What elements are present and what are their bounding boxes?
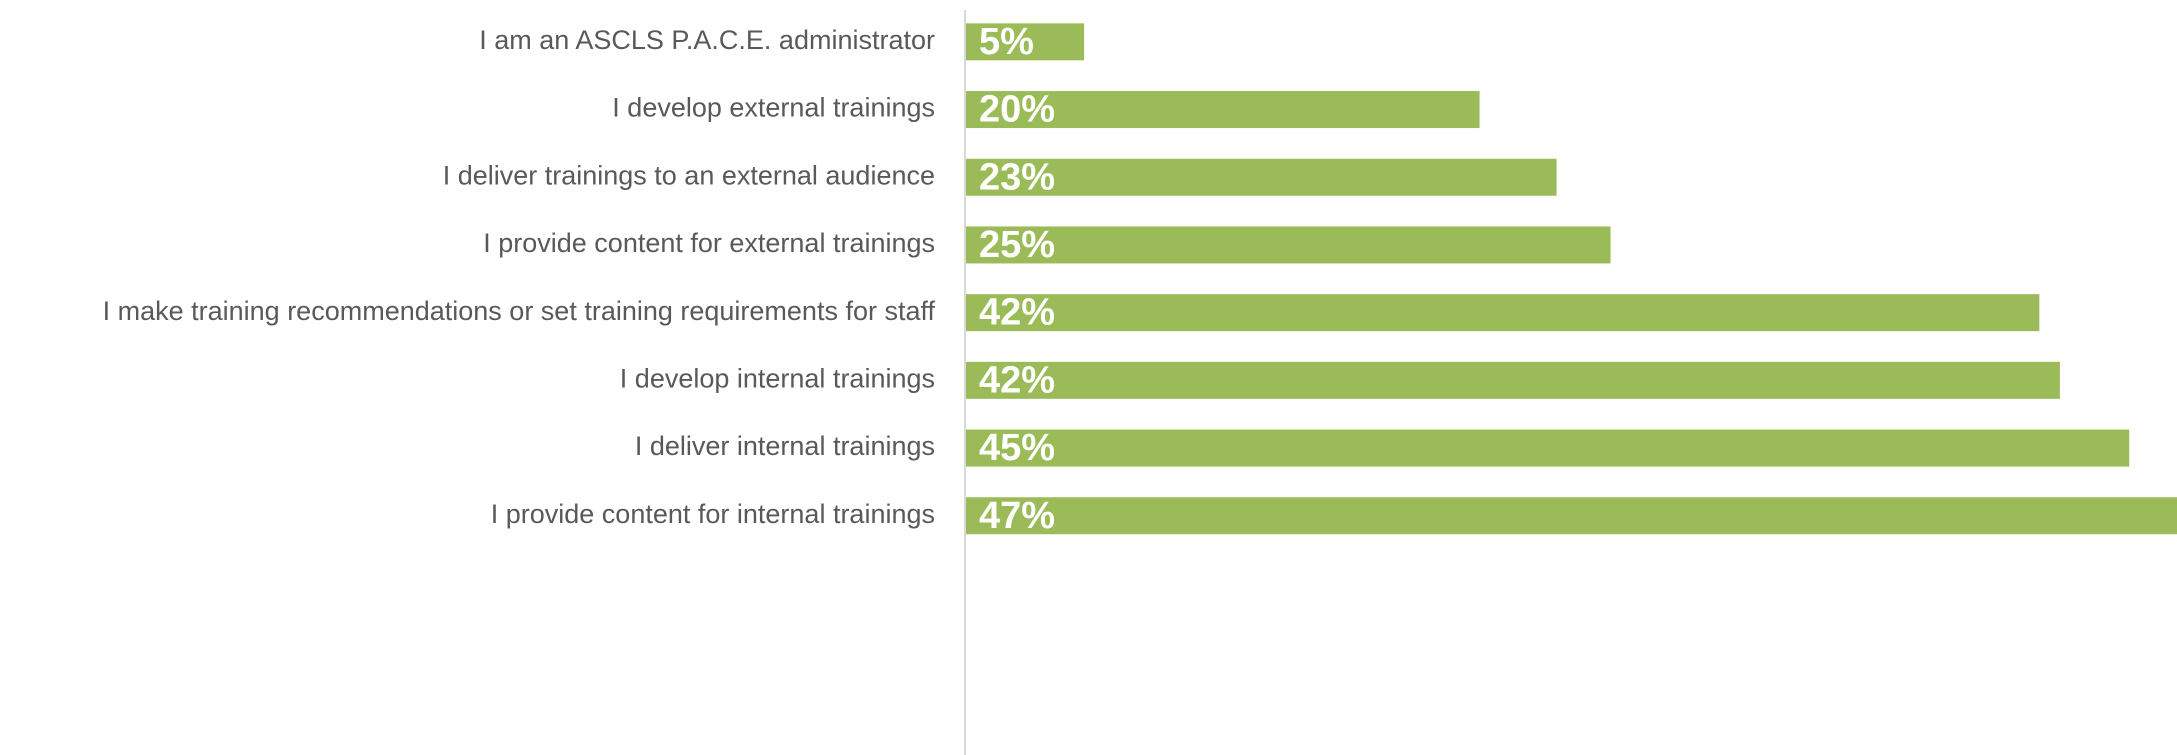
category-label: I deliver internal trainings [635,431,935,461]
bar [966,158,1557,196]
category-label: I provide content for internal trainings [491,499,935,529]
bar [966,226,1611,264]
bar [966,497,2177,535]
bar [966,23,1085,61]
data-label: 47% [979,495,1055,537]
data-label: 45% [979,427,1055,469]
category-label: I make training recommendations or set t… [103,296,936,326]
bar [966,294,2040,332]
category-label: I develop external trainings [612,93,935,123]
data-label: 42% [979,359,1055,401]
bar [966,91,1480,129]
data-label: 23% [979,156,1055,198]
data-label: 42% [979,292,1055,334]
category-label: I provide content for external trainings [483,228,935,258]
data-label: 20% [979,89,1055,131]
bar [966,361,2060,399]
data-label: 5% [979,21,1034,63]
category-label: I deliver trainings to an external audie… [443,160,935,190]
category-label: I am an ASCLS P.A.C.E. administrator [479,25,935,55]
category-label: I develop internal trainings [620,363,935,393]
data-label: 25% [979,224,1055,266]
bar [966,429,2130,467]
